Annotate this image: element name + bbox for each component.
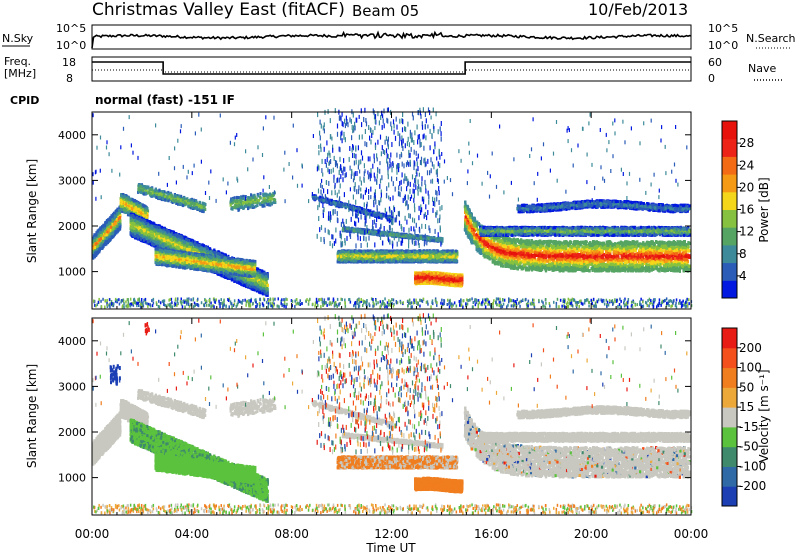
nsearch-tick-top: 10^5 <box>708 22 738 35</box>
power-cell <box>112 220 114 223</box>
power-cell <box>102 240 104 243</box>
power-cell <box>104 237 106 240</box>
freq-tick-bottom: 8 <box>66 72 73 85</box>
freq-tick-top: 18 <box>62 56 76 69</box>
nave-series <box>92 70 691 72</box>
beam-label: Beam 05 <box>352 2 419 20</box>
power-cell <box>105 221 107 224</box>
site-title: Christmas Valley East (fitACF) <box>92 0 345 20</box>
power-cell <box>102 229 104 232</box>
power-cell <box>103 224 105 227</box>
power-cell <box>98 235 100 238</box>
power-cell <box>113 227 115 230</box>
power-cell <box>116 225 118 228</box>
cpid-label: CPID <box>10 94 39 107</box>
freq-panel: Freq. [MHz] 18 8 60 0 Nave <box>4 55 782 85</box>
power-cell <box>116 230 118 233</box>
power-cell <box>99 247 101 250</box>
power-cell <box>135 206 137 209</box>
power-cell <box>125 209 127 212</box>
freq-series <box>92 62 691 74</box>
power-cell <box>94 246 96 249</box>
power-cell <box>106 233 108 236</box>
power-cell <box>118 212 120 215</box>
power-cell <box>127 211 129 214</box>
nsky-tick-bottom: 10^0 <box>56 39 86 52</box>
power-cell <box>119 216 121 219</box>
nave-tick-top: 60 <box>708 56 722 69</box>
nsky-tick-top: 10^5 <box>56 22 86 35</box>
power-cell <box>105 240 107 243</box>
power-cell <box>125 198 127 201</box>
nsearch-label: N.Search <box>746 32 796 45</box>
power-cell <box>114 214 116 217</box>
power-cell <box>125 203 127 206</box>
power-cell <box>95 242 97 245</box>
cpid-value: normal (fast) -151 IF <box>95 93 235 107</box>
power-cell <box>112 232 114 235</box>
power-cell <box>146 216 148 219</box>
power-cell <box>134 199 136 202</box>
power-cell <box>122 195 124 198</box>
power-cell <box>99 244 101 247</box>
power-cell <box>99 231 101 234</box>
nave-tick-bottom: 0 <box>708 72 715 85</box>
power-cell <box>130 202 132 205</box>
power-cell <box>99 239 101 242</box>
power-cell <box>118 223 120 226</box>
power-cell <box>121 208 123 211</box>
power-cell <box>97 230 99 233</box>
date-label: 10/Feb/2013 <box>588 0 688 19</box>
power-cell <box>103 245 105 248</box>
nsky-panel: N.Sky 10^5 10^0 10^5 10^0 N.Search <box>2 22 796 52</box>
power-cell <box>143 205 145 208</box>
power-data-marks <box>92 107 692 308</box>
power-cell <box>107 228 109 231</box>
power-cell <box>119 220 121 223</box>
power-cell <box>94 239 96 242</box>
power-cell <box>131 207 133 210</box>
power-cell <box>95 233 97 236</box>
power-cell <box>109 239 111 242</box>
power-cell <box>133 209 135 212</box>
power-cell <box>146 207 148 210</box>
power-cell <box>145 211 147 214</box>
power-cell <box>108 221 110 224</box>
power-cell <box>140 211 142 214</box>
nsky-label: N.Sky <box>2 32 34 45</box>
power-cell <box>139 204 141 207</box>
power-cell <box>123 208 125 211</box>
power-cell <box>132 203 134 206</box>
power-cell <box>130 198 132 201</box>
power-cell <box>116 209 118 212</box>
nsky-series <box>92 33 691 48</box>
power-cell <box>142 208 144 211</box>
nsearch-tick-bottom: 10^0 <box>708 39 738 52</box>
power-cell <box>106 237 108 240</box>
power-cell <box>113 222 115 225</box>
power-cell <box>121 202 123 205</box>
power-cell <box>120 199 122 202</box>
nave-label: Nave <box>748 62 776 75</box>
freq-label-2: [MHz] <box>4 67 36 80</box>
power-cell <box>135 202 137 205</box>
power-cell <box>99 227 101 230</box>
power-cell <box>128 201 130 204</box>
power-cell <box>110 226 112 229</box>
power-cell <box>96 251 98 254</box>
